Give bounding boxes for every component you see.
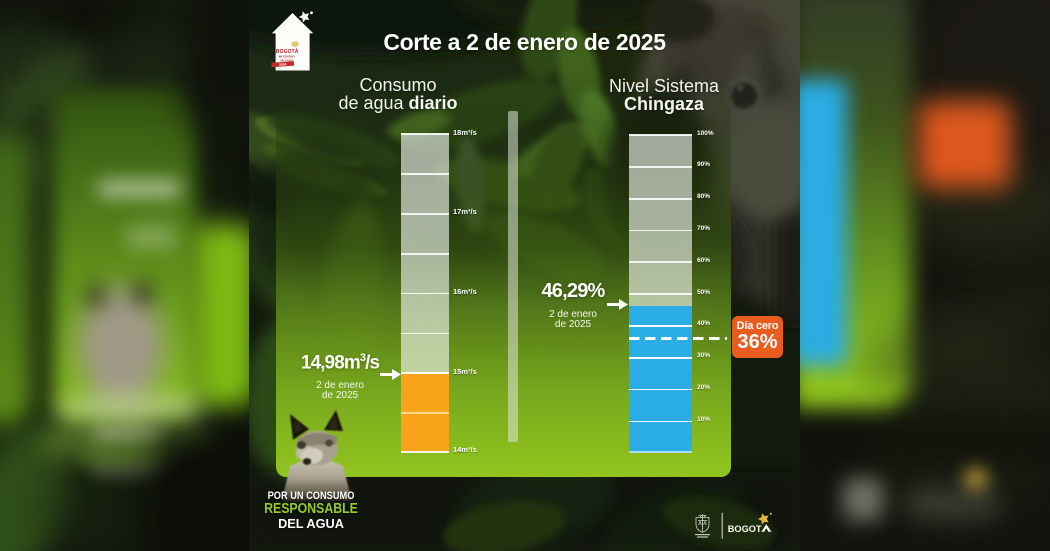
svg-text:2024: 2024 [279,62,287,67]
svg-text:BOGOTÁ: BOGOTÁ [276,48,299,55]
svg-text:MI CASA: MI CASA [280,58,294,62]
svg-text:MI CIUDAD: MI CIUDAD [279,55,296,59]
svg-text:BOGOT: BOGOT [728,524,762,534]
